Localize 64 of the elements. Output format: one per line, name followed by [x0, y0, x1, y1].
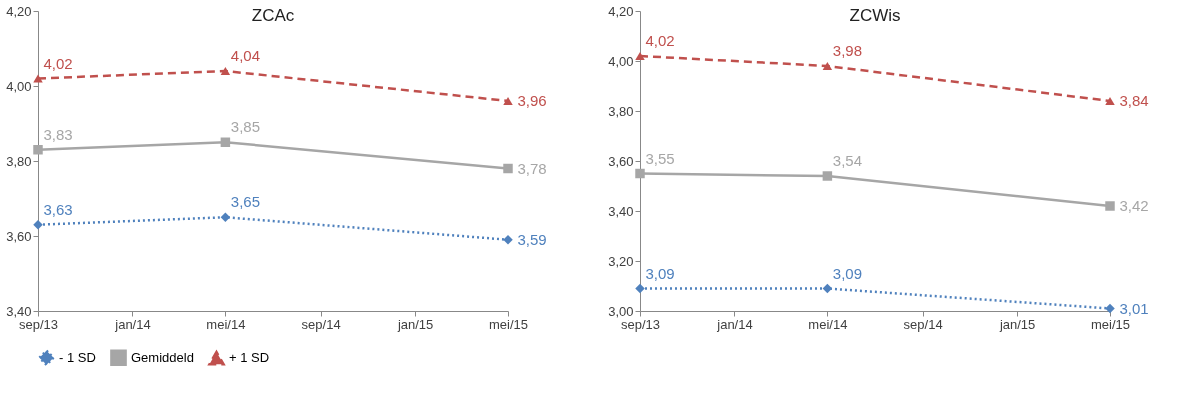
legend-label: Gemiddeld — [131, 349, 194, 365]
data-label: 3,98 — [832, 42, 862, 59]
y-tick-label: 4,00 — [608, 53, 634, 69]
y-tick-label: 3,60 — [6, 228, 32, 244]
x-tick-label: mei/14 — [808, 316, 848, 332]
point — [33, 145, 43, 155]
data-label: 3,54 — [832, 152, 862, 169]
data-label: 3,78 — [517, 159, 547, 177]
data-label: 3,09 — [832, 264, 862, 282]
x-tick-label: jan/14 — [716, 316, 753, 332]
y-tick-label: 3,80 — [608, 103, 634, 119]
chart-title: ZCAc — [251, 6, 295, 25]
point — [503, 163, 513, 174]
y-tick-label: 3,40 — [608, 203, 634, 219]
data-label: 3,42 — [1119, 197, 1149, 214]
y-tick-label: 3,20 — [608, 253, 634, 269]
data-label: 3,59 — [517, 230, 547, 248]
y-tick-label: 3,40 — [6, 303, 32, 319]
data-label: 3,65 — [230, 193, 260, 211]
data-label: 4,02 — [645, 32, 675, 49]
x-tick-label: mei/14 — [206, 316, 246, 332]
x-tick-label: mei/15 — [1090, 316, 1131, 332]
y-tick-label: 3,00 — [608, 303, 634, 319]
point — [822, 283, 833, 294]
x-tick-label: jan/15 — [396, 316, 434, 332]
point — [1105, 96, 1115, 106]
chart-title: ZCWis — [849, 6, 901, 25]
x-tick-label: jan/14 — [114, 316, 151, 332]
point — [503, 96, 513, 106]
x-tick-label: sep/13 — [18, 316, 59, 332]
data-label: 3,85 — [230, 118, 260, 136]
point — [33, 74, 43, 83]
x-tick-label: mei/15 — [488, 316, 529, 332]
point — [822, 61, 833, 71]
data-label: 3,55 — [645, 149, 675, 167]
y-tick-label: 4,00 — [6, 78, 32, 94]
y-tick-label: 4,20 — [6, 3, 32, 19]
point — [220, 137, 231, 147]
data-label: 3,01 — [1119, 299, 1149, 317]
legend-label: + 1 SD — [229, 350, 270, 366]
point — [220, 212, 231, 222]
point — [822, 171, 833, 181]
data-label: 4,02 — [43, 54, 73, 72]
point — [635, 51, 645, 61]
point — [503, 235, 513, 245]
x-tick-label: sep/14 — [301, 316, 341, 332]
x-tick-label: jan/15 — [998, 316, 1036, 332]
x-tick-label: sep/14 — [903, 316, 943, 332]
data-label: 4,04 — [230, 47, 260, 64]
legend-label: - 1 SD — [59, 349, 96, 365]
data-label: 3,63 — [43, 200, 73, 218]
data-label: 3,96 — [517, 92, 547, 109]
data-label: 3,84 — [1119, 92, 1149, 109]
y-tick-label: 3,60 — [608, 153, 634, 169]
point — [1105, 303, 1115, 314]
x-tick-label: sep/13 — [620, 316, 661, 332]
point — [1105, 201, 1115, 211]
point — [635, 168, 645, 179]
data-label: 3,09 — [645, 264, 675, 282]
point — [635, 283, 645, 294]
y-tick-label: 4,20 — [608, 3, 634, 19]
y-tick-label: 3,80 — [6, 153, 32, 169]
data-label: 3,83 — [43, 125, 73, 143]
point — [220, 66, 231, 76]
